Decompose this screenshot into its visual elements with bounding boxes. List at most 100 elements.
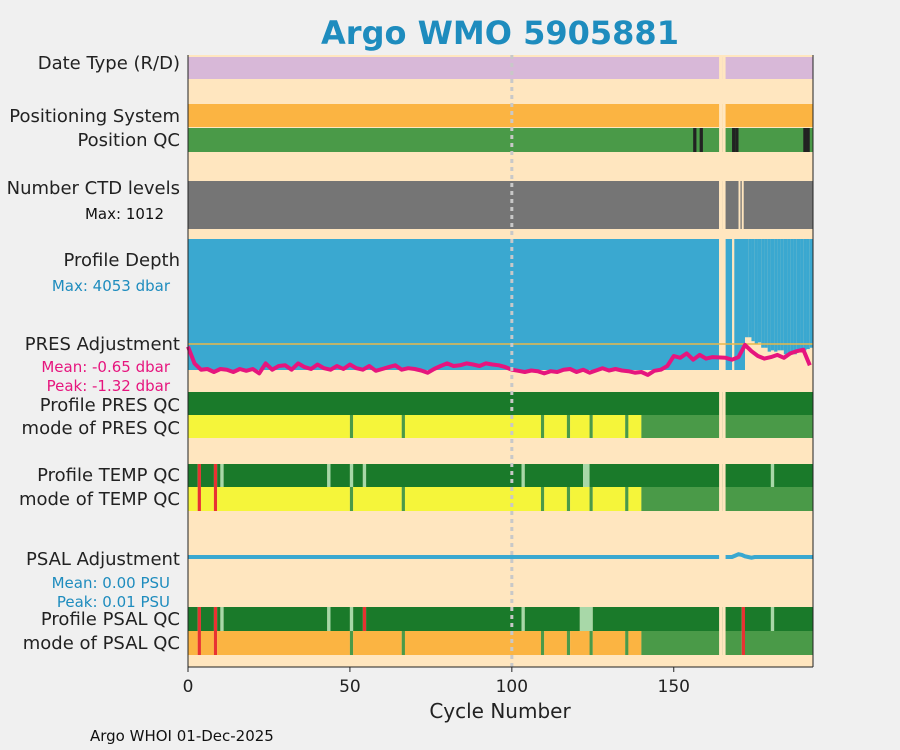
psal-gap (719, 550, 726, 564)
row-label-mode-temp-qc: mode of TEMP QC (19, 489, 180, 510)
pres-adjustment-line (186, 342, 812, 377)
mode-psal-qc-band (741, 631, 745, 655)
profile-psal-qc-band (327, 607, 331, 631)
profile-temp-qc-band (774, 464, 813, 487)
x-tick-label: 150 (658, 677, 690, 697)
profile-psal-qc-band (197, 607, 201, 631)
profile-depth-gap (732, 239, 735, 370)
profile-temp-qc-band (366, 464, 522, 487)
profile-temp-qc-band (349, 464, 354, 487)
mode-temp-qc-band (401, 487, 405, 511)
profile-temp-qc-band (220, 464, 224, 487)
profile-temp-qc-band (583, 464, 590, 487)
profile-psal-qc-band (220, 607, 224, 631)
position-qc-band (188, 128, 813, 152)
mode-psal-qc-band (625, 631, 629, 655)
mode-pres-qc-band (544, 415, 567, 438)
mode-pres-qc-band (589, 415, 593, 438)
row-label-profile-temp-qc: Profile TEMP QC (37, 465, 180, 486)
position-qc-bad-cell (806, 128, 810, 152)
mode-temp-qc-band (404, 487, 541, 511)
mode-temp-qc-band (213, 487, 218, 511)
profile-psal-qc-band (330, 607, 350, 631)
profile-psal-qc-band (521, 607, 525, 631)
mode-temp-qc-band (349, 487, 354, 511)
profile-psal-qc-band (353, 607, 363, 631)
row-sublabel-profile-depth: Max: 4053 dbar (52, 277, 171, 295)
profile-temp-qc-band (353, 464, 363, 487)
profile-depth-bar (796, 239, 801, 352)
profile-psal-qc-band (362, 607, 367, 631)
profile-depth-bar (764, 239, 768, 348)
mode-psal-qc-band (217, 631, 350, 655)
mode-temp-qc-band (592, 487, 626, 511)
mode-psal-qc-band (349, 631, 354, 655)
mode-psal-qc-band (401, 631, 405, 655)
profile-temp-qc-band (327, 464, 331, 487)
mode-pres-qc-band (404, 415, 541, 438)
mode-psal-qc-band (200, 631, 214, 655)
profile-depth-band (725, 239, 745, 370)
row-sublabel-ctd-levels: Max: 1012 (85, 205, 164, 223)
mode-psal-qc-band (544, 631, 567, 655)
profile-depth-bar (790, 239, 794, 353)
mode-pres-qc-band (540, 415, 545, 438)
mode-psal-qc-band (589, 631, 593, 655)
mode-pres-qc-band (641, 415, 813, 438)
profile-depth-bar (783, 239, 788, 355)
mode-temp-qc-band (641, 487, 813, 511)
profile-temp-qc-band (330, 464, 350, 487)
mode-psal-qc-band (570, 631, 590, 655)
mode-temp-qc-band (197, 487, 201, 511)
profile-psal-qc-band (524, 607, 580, 631)
profile-depth-bar (673, 239, 677, 367)
x-tick-label: 100 (496, 677, 528, 697)
profile-psal-qc-band (223, 607, 328, 631)
profile-depth-bar (770, 239, 775, 351)
x-tick-label: 0 (183, 677, 194, 697)
ctd-levels-gap (738, 181, 741, 229)
profile-depth-bar (774, 239, 778, 352)
profile-depth-bar (780, 239, 784, 351)
mode-psal-qc-band (592, 631, 626, 655)
profile-depth-band (188, 239, 720, 370)
mode-pres-qc-band (625, 415, 629, 438)
profile-depth-bar (754, 239, 758, 344)
profile-depth-bar (777, 239, 781, 351)
ctd-levels-gap (741, 181, 744, 229)
row-sublabel-psal-mean: Mean: 0.00 PSU (52, 574, 170, 592)
mode-psal-qc-band (213, 631, 218, 655)
row-sublabel-pres-peak: Peak: -1.32 dbar (47, 377, 171, 395)
mode-psal-qc-band (353, 631, 402, 655)
ctd-levels-band (188, 181, 813, 229)
mode-pres-qc-band (570, 415, 590, 438)
profile-temp-qc-band (200, 464, 214, 487)
profile-temp-qc-band (213, 464, 218, 487)
psal-adjustment-line (188, 552, 813, 560)
mode-temp-qc-band (628, 487, 642, 511)
mode-temp-qc-band (544, 487, 567, 511)
profile-temp-qc-band (521, 464, 525, 487)
mode-pres-qc-band (628, 415, 642, 438)
date-type-band (188, 57, 813, 79)
mode-pres-qc-band (592, 415, 626, 438)
profile-temp-qc-band (188, 464, 198, 487)
row-label-date-type: Date Type (R/D) (38, 53, 180, 74)
profile-depth-bar (767, 239, 771, 352)
mode-pres-qc-band (401, 415, 405, 438)
profile-depth-bar (761, 239, 765, 348)
position-qc-bad-cell (699, 128, 703, 152)
profile-psal-qc-band (349, 607, 354, 631)
profile-temp-qc-band (223, 464, 328, 487)
position-qc-bad-cell (735, 128, 739, 152)
row-label-mode-psal-qc: mode of PSAL QC (23, 633, 180, 654)
profile-psal-qc-band (774, 607, 813, 631)
profile-psal-qc-band (744, 607, 771, 631)
profile-depth-bar (744, 239, 749, 338)
row-label-profile-depth: Profile Depth (63, 250, 180, 271)
footer-credit: Argo WHOI 01-Dec-2025 (90, 727, 274, 745)
profile-depth-bar (800, 239, 804, 352)
mode-pres-qc-band (353, 415, 402, 438)
profile-temp-qc-band (589, 464, 771, 487)
